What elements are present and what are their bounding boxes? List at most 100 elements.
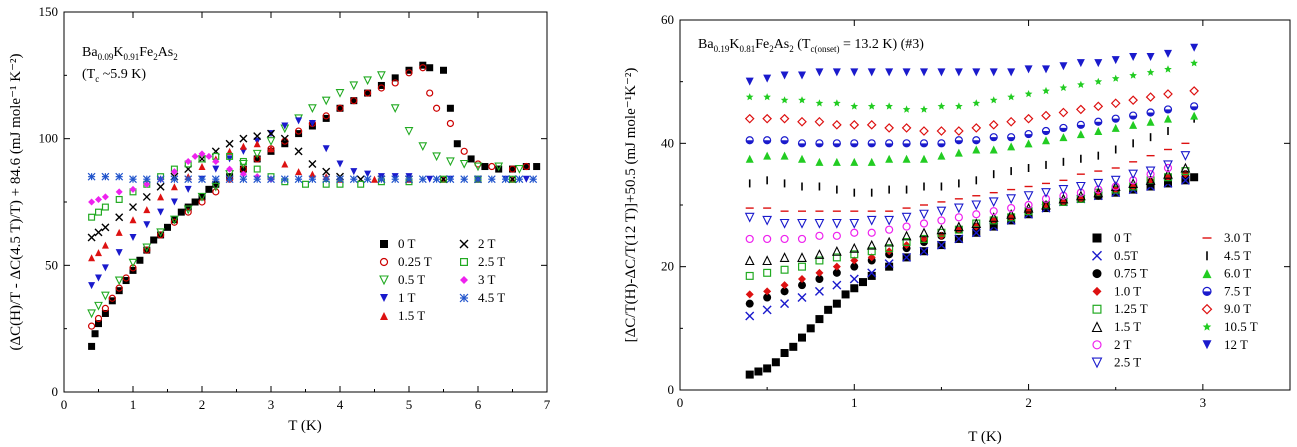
data-point	[988, 119, 999, 130]
data-point	[142, 192, 151, 201]
series-4p5T	[87, 172, 538, 184]
data-point	[763, 151, 772, 160]
data-point	[763, 74, 772, 83]
data-point	[745, 136, 754, 145]
legend-marker	[1202, 340, 1212, 350]
data-point	[954, 136, 963, 145]
data-point	[350, 168, 358, 176]
data-point	[797, 293, 807, 302]
data-point	[122, 274, 130, 282]
data-point	[377, 175, 386, 184]
data-point	[867, 157, 876, 166]
legend-label: 0 T	[398, 236, 416, 251]
data-point	[919, 219, 929, 228]
data-point	[780, 281, 789, 290]
data-point	[780, 136, 789, 145]
data-point	[954, 148, 963, 157]
data-point	[762, 255, 773, 266]
data-point	[1076, 188, 1085, 197]
data-point	[322, 167, 331, 176]
data-point	[745, 311, 755, 321]
legend-item: 0.25 T	[379, 254, 432, 269]
series-3p0T	[745, 142, 1190, 212]
data-point	[170, 218, 178, 226]
data-point	[302, 180, 310, 188]
data-point	[115, 228, 123, 236]
data-point	[815, 275, 824, 283]
data-point	[1042, 65, 1050, 74]
data-point	[762, 305, 772, 315]
data-point	[336, 175, 344, 184]
data-point	[954, 234, 964, 244]
data-point	[815, 268, 824, 277]
data-point	[460, 175, 469, 184]
data-point	[884, 259, 894, 269]
data-point	[832, 231, 841, 240]
data-point	[763, 93, 771, 101]
data-point	[432, 152, 441, 162]
data-point	[1076, 104, 1086, 115]
left-panel: 0 1 2 3 4 5 6 7 0 50 100 150 T (K) (ΔC(H)/T - ΔC(4.…	[8, 4, 551, 434]
data-point	[972, 210, 981, 219]
data-point	[515, 175, 524, 184]
data-point	[1094, 185, 1103, 194]
data-point	[850, 250, 859, 259]
data-point	[814, 286, 824, 296]
data-point	[226, 152, 234, 160]
data-point	[867, 253, 876, 262]
data-point	[867, 68, 876, 77]
data-point	[143, 221, 151, 229]
data-point	[101, 291, 110, 301]
data-point	[815, 315, 824, 324]
data-point	[157, 231, 165, 239]
data-point	[446, 104, 454, 112]
legend-label: 3 T	[478, 272, 496, 287]
data-point	[281, 122, 289, 130]
data-point	[253, 175, 262, 184]
series-12T	[745, 43, 1199, 86]
data-point	[832, 268, 841, 277]
data-point	[1007, 203, 1016, 213]
data-point	[1024, 90, 1033, 98]
data-point	[780, 71, 789, 80]
data-point	[833, 99, 841, 107]
data-point	[198, 163, 206, 171]
data-point	[418, 142, 428, 151]
legend-label: 1.0 T	[1114, 283, 1141, 298]
data-point	[426, 175, 434, 183]
data-point	[350, 97, 358, 105]
legend-item: 9.0 T	[1201, 301, 1251, 316]
data-point	[1146, 170, 1155, 179]
data-point	[405, 175, 413, 184]
data-point	[850, 262, 859, 271]
data-point	[988, 212, 999, 222]
legend-item: 0 T	[1092, 230, 1132, 245]
data-point	[1059, 62, 1068, 71]
data-point	[432, 175, 441, 184]
data-point	[1111, 74, 1120, 82]
data-point	[989, 133, 998, 142]
data-point	[797, 234, 807, 244]
data-point	[849, 242, 860, 253]
data-point	[762, 113, 772, 124]
legend-marker	[1092, 269, 1102, 279]
data-point	[115, 188, 123, 196]
legend-marker	[460, 276, 468, 284]
data-point	[101, 309, 109, 317]
right-y-axis-label: [ΔC/T(H)-ΔC/T(12 T)]+50.5 (mJ mole⁻¹K⁻²)	[623, 68, 639, 343]
data-point	[419, 64, 427, 72]
data-point	[364, 89, 372, 97]
data-point	[205, 152, 213, 160]
data-point	[101, 223, 110, 232]
data-point	[94, 301, 103, 311]
data-point	[919, 209, 929, 220]
data-point	[885, 139, 894, 148]
data-point	[763, 287, 772, 296]
data-point	[884, 123, 894, 133]
legend-item: 0.5 T	[379, 272, 425, 287]
data-point	[745, 290, 754, 299]
data-point	[849, 119, 860, 130]
data-point	[184, 175, 193, 184]
right-compound-label: Ba0.19K0.81Fe2As2 (Tc(onset) = 13.2 K) (…	[698, 37, 924, 54]
data-point	[1180, 151, 1191, 161]
